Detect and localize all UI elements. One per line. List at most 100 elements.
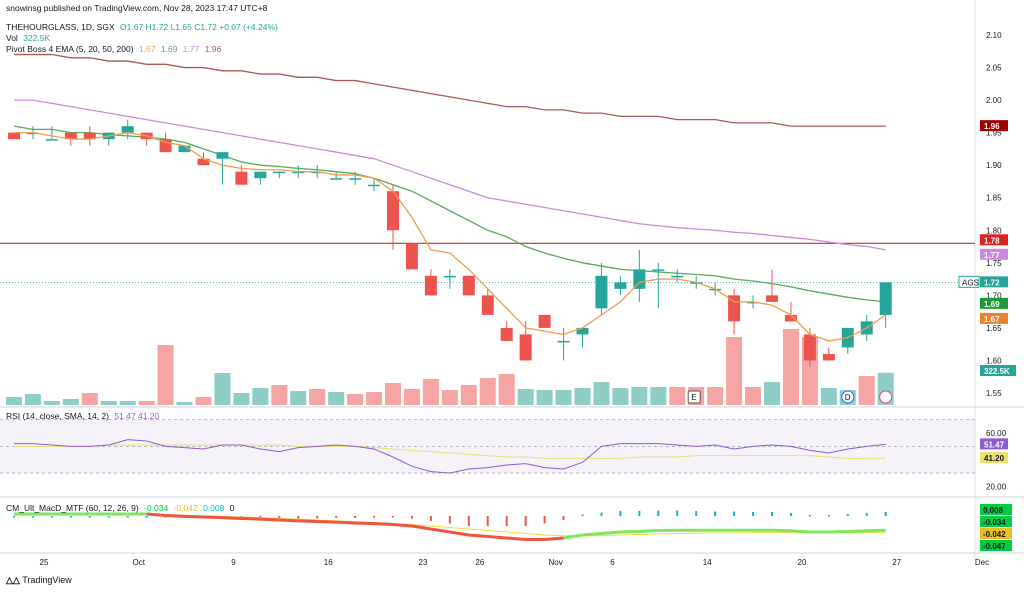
macd-histogram-bar: [373, 516, 376, 518]
macd-line-segment: [449, 530, 470, 537]
symbol-tag: AGS: [962, 278, 979, 287]
price-tick-label: 1.95: [986, 129, 1002, 138]
candle-body: [368, 184, 381, 187]
time-tick-label: 6: [610, 558, 615, 567]
volume-bar: [43, 401, 60, 405]
symbol-name[interactable]: THEHOURGLASS, 1D, SGX: [6, 22, 115, 32]
volume-bar: [214, 373, 231, 405]
macd-histogram-bar: [808, 515, 811, 517]
volume-bar: [271, 385, 288, 405]
macd-histogram-bar: [429, 516, 432, 521]
macd-histogram-bar: [695, 511, 698, 516]
ohlc-values: O1.67 H1.72 L1.65 C1.72 +0.07 (+4.24%): [120, 22, 278, 32]
volume-bar: [62, 399, 79, 405]
price-tag-bg: [980, 120, 1008, 132]
macd-histogram-bar: [448, 516, 451, 524]
macd-histogram-bar: [505, 516, 508, 526]
macd-tag-text: -0.034: [983, 518, 1006, 527]
macd-line-segment: [487, 535, 507, 540]
time-tick-label: 27: [892, 558, 901, 567]
volume-bar: [328, 392, 345, 405]
volume-legend[interactable]: Vol 322.5K: [6, 33, 53, 44]
macd-line-segment: [828, 529, 848, 534]
volume-bar: [460, 385, 477, 405]
macd-line-segment: [601, 530, 621, 535]
macd-histogram-bar: [392, 516, 394, 518]
macd-line-segment: [392, 523, 413, 528]
candle-body: [216, 152, 229, 159]
macd-line-segment: [260, 517, 280, 522]
event-marker: E: [691, 393, 696, 402]
time-tick-label: 23: [419, 558, 428, 567]
macd-histogram-bar: [789, 513, 792, 516]
macd-histogram-bar: [88, 516, 91, 518]
volume-label: Vol: [6, 33, 18, 43]
macd-histogram-bar: [486, 516, 489, 526]
volume-bar: [252, 388, 269, 405]
volume-bar: [612, 388, 629, 405]
price-tag-bg: [980, 312, 1008, 324]
rsi-legend[interactable]: RSI (14, close, SMA, 14, 2) 51.47 41.20: [6, 411, 162, 422]
ema5-line: [14, 131, 887, 342]
candle-body: [557, 340, 570, 343]
macd-histogram-bar: [600, 512, 603, 516]
event-marker-bg: [687, 390, 701, 404]
tradingview-logo[interactable]: △△ TradingView: [6, 575, 72, 585]
macd-line-segment: [430, 527, 451, 534]
volume-bar: [6, 397, 22, 405]
ema20-line: [13, 125, 886, 303]
candle-body: [273, 171, 286, 174]
price-tag-text: 1.69: [984, 300, 1000, 309]
volume-bar: [176, 402, 193, 405]
macd-histogram-bar: [846, 514, 849, 516]
volume-value: 322.5K: [23, 33, 51, 43]
volume-bar: [726, 337, 743, 405]
macd-legend[interactable]: CM_Ult_MacD_MTF (60, 12, 26, 9) -0.034 -…: [6, 503, 237, 514]
volume-bar: [593, 382, 610, 405]
macd-line-segment: [563, 533, 583, 540]
price-tick-label: 2.10: [986, 31, 1002, 40]
time-tick-label: Dec: [975, 558, 989, 567]
candle-body: [197, 158, 210, 166]
volume-bar: [100, 401, 117, 405]
volume-bar: [820, 388, 837, 405]
volume-bar: [631, 387, 648, 405]
time-tick-label: 25: [40, 558, 49, 567]
macd-tag-bg: [980, 528, 1012, 539]
price-tick-label: 1.55: [986, 389, 1002, 398]
macd-histogram-bar: [771, 512, 773, 516]
macd-line-segment: [468, 533, 488, 538]
candle-body: [387, 191, 399, 231]
price-tag: 1.77: [980, 248, 1008, 260]
macd-line-segment: [639, 529, 659, 533]
macd-line-segment: [222, 516, 242, 520]
ema-legend[interactable]: Pivot Boss 4 EMA (5, 20, 50, 200) 1.67 1…: [6, 44, 224, 55]
candle-body: [803, 334, 816, 361]
candle-body: [576, 327, 589, 335]
time-tick-label: Oct: [133, 558, 146, 567]
candle-body: [26, 132, 39, 135]
volume-bar: [347, 394, 364, 405]
volume-bar: [707, 387, 724, 405]
volume-bar: [782, 329, 799, 405]
macd-histogram-bar: [714, 511, 717, 516]
macd-line-segment: [620, 529, 640, 534]
macd-histogram-bar: [884, 512, 887, 516]
price-tick-label: 1.85: [986, 194, 1002, 203]
time-tick-label: 14: [703, 558, 712, 567]
rsi-label: RSI (14, close, SMA, 14, 2): [6, 411, 109, 421]
candle-body: [254, 171, 267, 179]
macd-histogram-bar: [543, 516, 546, 524]
price-tick-label: 1.80: [986, 226, 1002, 235]
macd-line-segment: [847, 529, 867, 533]
macd-histogram-bar: [126, 516, 129, 518]
volume-bar: [745, 387, 762, 405]
macd-histogram-bar: [581, 514, 584, 516]
macd-histogram-bar: [13, 516, 15, 518]
rsi-line: [14, 439, 886, 474]
macd-line-segment: [317, 520, 337, 524]
candle-body: [652, 269, 665, 271]
volume-bar: [441, 390, 458, 405]
price-tag-text: 322.5K: [984, 367, 1010, 376]
